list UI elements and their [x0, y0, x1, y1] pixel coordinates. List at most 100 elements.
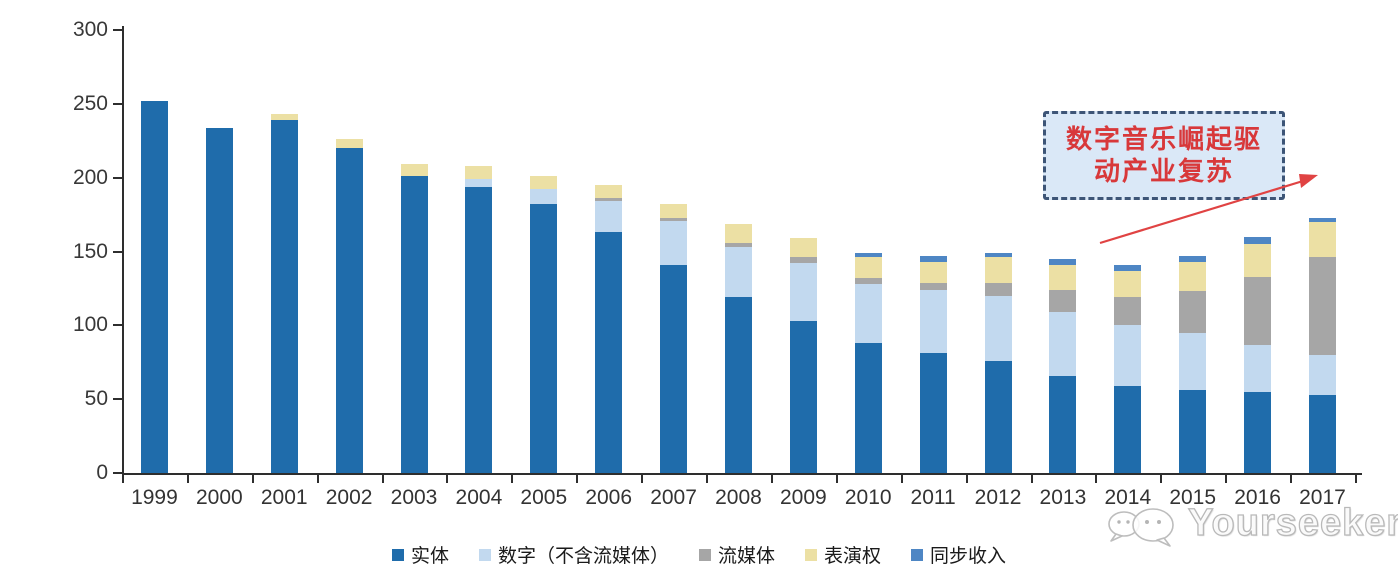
y-tick	[113, 29, 122, 31]
bar-2004	[446, 0, 511, 473]
bar-stack-2007	[660, 204, 688, 473]
bar-segment	[854, 257, 882, 279]
bar-segment	[1114, 264, 1142, 271]
legend-swatch-icon	[478, 548, 491, 561]
bar-2003	[382, 0, 447, 473]
y-tick	[113, 250, 122, 253]
x-tick	[1290, 475, 1293, 483]
bar-segment	[660, 220, 688, 265]
bar-segment	[789, 263, 817, 321]
x-axis-line	[122, 473, 1362, 475]
bar-segment	[1244, 244, 1272, 277]
bar-segment	[1049, 375, 1077, 473]
bar-2000	[187, 0, 252, 473]
x-tick	[446, 475, 449, 483]
bar-segment	[1179, 291, 1207, 333]
x-tick	[641, 475, 644, 483]
bar-segment	[1308, 394, 1336, 473]
bar-segment	[335, 139, 363, 149]
bar-segment	[854, 284, 882, 344]
x-tick-label-2004: 2004	[455, 486, 503, 509]
x-tick-label-2016: 2016	[1234, 486, 1281, 509]
x-tick-label-2014: 2014	[1104, 486, 1152, 509]
bar-segment	[595, 198, 623, 202]
bar-2014	[1095, 0, 1160, 473]
x-tick	[965, 475, 968, 483]
bar-segment	[335, 148, 363, 473]
bar-segment	[854, 253, 882, 258]
bar-segment	[660, 217, 688, 221]
bar-segment	[270, 114, 298, 121]
bar-segment	[919, 353, 947, 473]
legend-item: 数字（不含流媒体）	[478, 541, 669, 568]
bar-segment	[530, 189, 558, 205]
legend-item: 表演权	[805, 541, 881, 568]
annotation-line2: 动产业复苏	[1093, 156, 1234, 186]
bar-2016	[1225, 0, 1290, 473]
annotation-line1: 数字音乐崛起驱	[1065, 124, 1262, 154]
bar-segment	[919, 289, 947, 354]
bar-stack-2001	[270, 114, 298, 473]
bar-2007	[641, 0, 706, 473]
bar-segment	[1114, 270, 1142, 298]
bar-segment	[724, 242, 752, 248]
bar-segment	[530, 176, 558, 190]
y-tick-label-100: 100	[72, 313, 108, 337]
bar-2002	[317, 0, 382, 473]
bar-stack-2010	[854, 253, 882, 473]
bar-segment	[530, 204, 558, 473]
bar-stack-2017	[1308, 217, 1336, 473]
bar-stack-2013	[1049, 258, 1077, 473]
bar-2001	[252, 0, 317, 473]
bar-2017	[1290, 0, 1355, 473]
plot-area	[122, 0, 1355, 473]
bar-stack-2005	[530, 176, 558, 473]
x-tick	[1355, 475, 1357, 483]
chart-legend: 实体 数字（不含流媒体） 流媒体 表演权 同步收入	[0, 541, 1398, 568]
bar-segment	[595, 185, 623, 199]
bar-segment	[1244, 276, 1272, 345]
x-tick	[186, 475, 189, 483]
y-axis-line	[122, 26, 124, 475]
bar-stack-2003	[400, 164, 428, 473]
x-tick	[511, 475, 514, 483]
bar-segment	[660, 204, 688, 218]
x-tick-label-2012: 2012	[974, 486, 1022, 509]
bar-segment	[1049, 258, 1077, 265]
bar-2013	[1030, 0, 1095, 473]
x-tick	[1160, 475, 1163, 483]
x-tick	[706, 475, 709, 483]
bar-segment	[854, 343, 882, 473]
legend-label: 表演权	[824, 546, 882, 567]
bar-segment	[465, 186, 493, 473]
x-tick-label-2013: 2013	[1039, 486, 1087, 509]
bar-segment	[789, 257, 817, 264]
x-axis-labels: 1999 2000 2001 2002 2003 2004 2005 2006 2007 2008…	[122, 486, 1355, 510]
bar-stack-2012	[984, 253, 1012, 473]
bar-stack-2016	[1244, 236, 1272, 473]
bar-segment	[595, 201, 623, 233]
yourseeker-logo-icon	[1108, 508, 1174, 547]
x-tick	[1225, 475, 1228, 483]
bar-2015	[1160, 0, 1225, 473]
bar-2005	[511, 0, 576, 473]
x-tick-label-2009: 2009	[779, 486, 827, 509]
bar-segment	[1179, 332, 1207, 391]
bar-segment	[724, 247, 752, 298]
bar-segment	[270, 120, 298, 473]
bar-segment	[660, 264, 688, 473]
watermark-text: Yourseeker	[1187, 501, 1398, 544]
legend-swatch-icon	[698, 548, 711, 561]
x-tick-label-2015: 2015	[1169, 486, 1217, 509]
bar-stack-1999	[140, 100, 168, 473]
x-tick-label-2011: 2011	[910, 486, 956, 509]
y-tick-label-150: 150	[72, 239, 108, 263]
x-tick	[900, 475, 903, 483]
bar-segment	[1244, 236, 1272, 245]
bar-segment	[984, 257, 1012, 283]
legend-item: 实体	[391, 541, 449, 568]
y-tick-label-200: 200	[72, 165, 108, 189]
bar-2009	[771, 0, 836, 473]
bar-segment	[1114, 325, 1142, 386]
